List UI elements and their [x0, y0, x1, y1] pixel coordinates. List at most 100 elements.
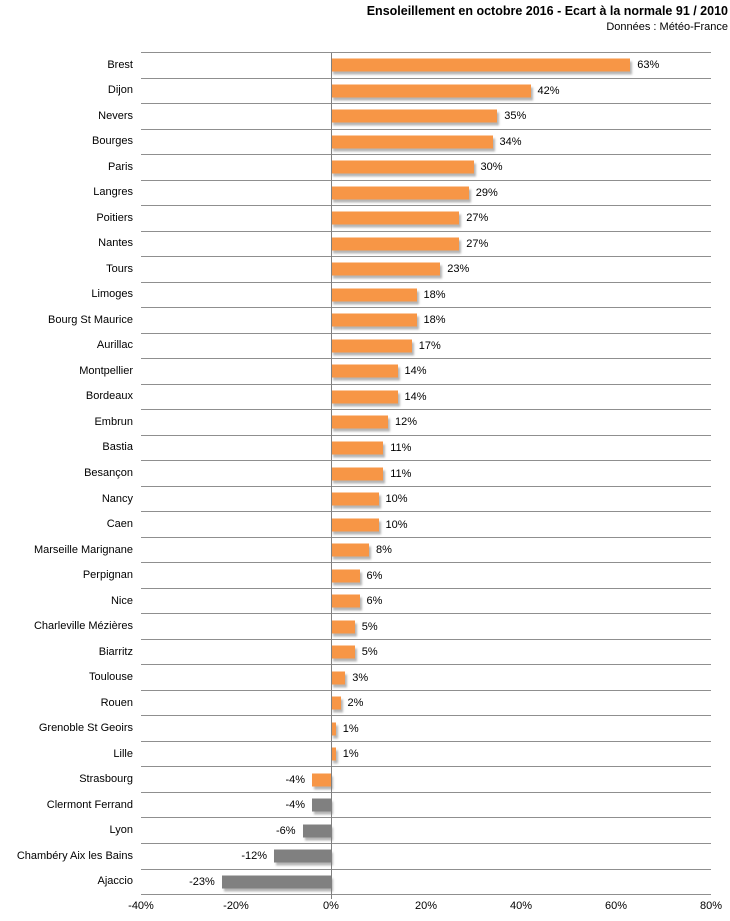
bar	[331, 645, 355, 659]
category-label: Embrun	[94, 415, 133, 428]
category-label: Langres	[93, 186, 133, 199]
chart-row: -4%	[141, 793, 711, 819]
category-label: Paris	[107, 160, 133, 173]
category-label: Grenoble St Geoirs	[38, 722, 133, 735]
bar	[331, 339, 412, 353]
bar	[331, 313, 417, 327]
bar	[331, 135, 493, 149]
bar	[331, 364, 398, 378]
category-label: Nevers	[98, 109, 133, 122]
chart-row: 8%	[141, 538, 711, 564]
chart-row: 42%	[141, 79, 711, 105]
chart-row: 27%	[141, 232, 711, 258]
value-label: 2%	[347, 697, 364, 710]
value-label: 34%	[499, 135, 522, 148]
bar	[331, 415, 388, 429]
value-label: 14%	[404, 390, 427, 403]
category-label: Bourges	[92, 135, 133, 148]
value-label: 5%	[361, 646, 378, 659]
chart-row: -23%	[141, 870, 711, 896]
category-label: Biarritz	[98, 645, 133, 658]
value-label: -12%	[241, 850, 267, 863]
bar	[331, 671, 346, 685]
value-label: -6%	[275, 824, 296, 837]
chart-row: 6%	[141, 589, 711, 615]
bar	[331, 467, 384, 480]
category-label: Rouen	[100, 696, 133, 709]
category-labels: Brest Dijon Nevers Bourges Paris Langres Poiti…	[0, 52, 133, 894]
x-axis-tick-label: 80%	[699, 900, 723, 912]
category-label: Tours	[106, 262, 133, 275]
chart-row: 23%	[141, 257, 711, 283]
chart-row: -4%	[141, 767, 711, 793]
zero-axis-line	[331, 53, 332, 899]
chart-row: 6%	[141, 563, 711, 589]
x-axis: -40% -20% 0% 20% 40% 60% 80%	[128, 900, 722, 916]
value-label: 27%	[466, 212, 489, 225]
x-axis-tick-label: -20%	[223, 900, 249, 912]
plot-area: 63% 42% 35% 34% 30% 29% 27% 27% 23% 18% 18% 17% 14% 1…	[141, 52, 711, 899]
value-label: 27%	[466, 237, 489, 250]
category-label: Strasbourg	[79, 773, 133, 786]
value-label: 17%	[418, 339, 441, 352]
chart-row: -12%	[141, 844, 711, 870]
value-label: 1%	[342, 748, 359, 761]
chart-row: 14%	[141, 385, 711, 411]
value-label: 35%	[504, 110, 527, 123]
bar	[331, 58, 631, 72]
bar	[312, 773, 331, 787]
category-label: Poitiers	[96, 211, 133, 224]
bar	[312, 798, 331, 812]
value-label: 3%	[352, 671, 369, 684]
bar	[302, 824, 331, 838]
value-label: -4%	[285, 799, 305, 812]
category-label: Toulouse	[88, 671, 133, 684]
chart-row: 35%	[141, 104, 711, 130]
bar	[331, 237, 460, 251]
category-label: Lyon	[109, 824, 133, 837]
chart-row: 5%	[141, 614, 711, 640]
value-label: 8%	[376, 544, 392, 557]
bar	[331, 109, 498, 123]
category-label: Nantes	[98, 237, 133, 250]
x-axis-tick-label: 40%	[509, 900, 533, 912]
bar	[331, 747, 336, 761]
bar	[331, 186, 469, 200]
x-axis-tick-label: 60%	[604, 900, 628, 912]
bar	[331, 262, 441, 276]
category-label: Perpignan	[82, 569, 133, 582]
value-label: 10%	[385, 518, 408, 531]
chart-title: Ensoleillement en octobre 2016 - Ecart à…	[366, 4, 728, 18]
chart-row: 14%	[141, 359, 711, 385]
chart-row: 5%	[141, 640, 711, 666]
category-label: Lille	[113, 747, 133, 760]
bar	[331, 390, 398, 404]
chart-row: 30%	[141, 155, 711, 181]
category-label: Limoges	[91, 288, 133, 301]
bar	[221, 875, 331, 889]
value-label: 6%	[366, 595, 383, 608]
bar	[331, 722, 336, 736]
category-label: Montpellier	[79, 364, 133, 377]
chart-row: 27%	[141, 206, 711, 232]
chart-row: 63%	[141, 53, 711, 79]
chart-row: 18%	[141, 283, 711, 309]
bar	[331, 696, 341, 710]
bar	[331, 211, 460, 225]
category-label: Charleville Mézières	[33, 620, 133, 633]
bar	[331, 84, 531, 98]
chart-row: 29%	[141, 181, 711, 207]
value-label: 30%	[480, 161, 503, 174]
bar	[331, 620, 355, 634]
chart-row: 3%	[141, 665, 711, 691]
chart-header: Ensoleillement en octobre 2016 - Ecart à…	[367, 4, 728, 34]
value-label: 42%	[537, 84, 560, 97]
value-label: 6%	[366, 569, 383, 582]
value-label: 18%	[423, 288, 446, 301]
chart-row: 2%	[141, 691, 711, 717]
value-label: -4%	[285, 773, 305, 786]
value-label: 12%	[395, 416, 418, 429]
value-label: 29%	[475, 186, 498, 199]
value-label: 10%	[385, 493, 408, 506]
bar	[331, 160, 474, 174]
